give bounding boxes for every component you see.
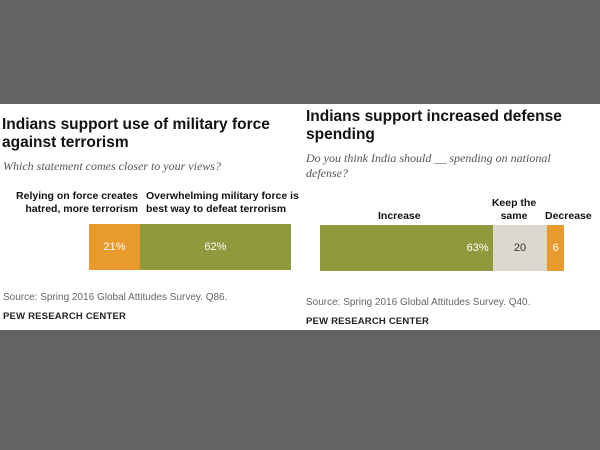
category-label-decrease: Decrease [545,210,592,222]
bar-segment-1: 63% [320,225,493,271]
bar-value-label: 63% [466,242,489,254]
pew-brand: PEW RESEARCH CENTER [3,311,127,322]
pew-brand: PEW RESEARCH CENTER [306,316,430,327]
bar-value-label: 6 [552,242,559,254]
chart-title: Indians support use of military force ag… [2,116,270,151]
bar-value-label: 21% [103,241,126,253]
chart-military-force: Indians support use of military force ag… [0,104,300,330]
chart-subtitle: Do you think India should __ spending on… [306,151,551,180]
chart-subtitle: Which statement comes closer to your vie… [3,159,221,173]
bar-segment-3: 6 [547,225,564,271]
chart-title: Indians support increased defense spendi… [306,108,562,143]
source-note: Source: Spring 2016 Global Attitudes Sur… [3,292,228,303]
bar-value-label: 20 [513,242,527,254]
chart-defense-spending: Indians support increased defense spendi… [306,104,600,330]
source-note: Source: Spring 2016 Global Attitudes Sur… [306,297,531,308]
bar-segment-2: 62% [140,224,291,270]
content-panel: Indians support use of military force ag… [0,104,600,330]
category-label-force-creates-hatred: Relying on force creates hatred, more te… [16,190,138,215]
bar-segment-1: 21% [89,224,141,270]
category-label-keep-the-same: Keep the same [491,197,537,222]
bar-value-label: 62% [204,241,227,253]
bar-segment-2: 20 [492,225,548,271]
category-label-force-defeats-terrorism: Overwhelming military force is best way … [146,190,299,215]
category-label-increase: Increase [378,210,421,222]
